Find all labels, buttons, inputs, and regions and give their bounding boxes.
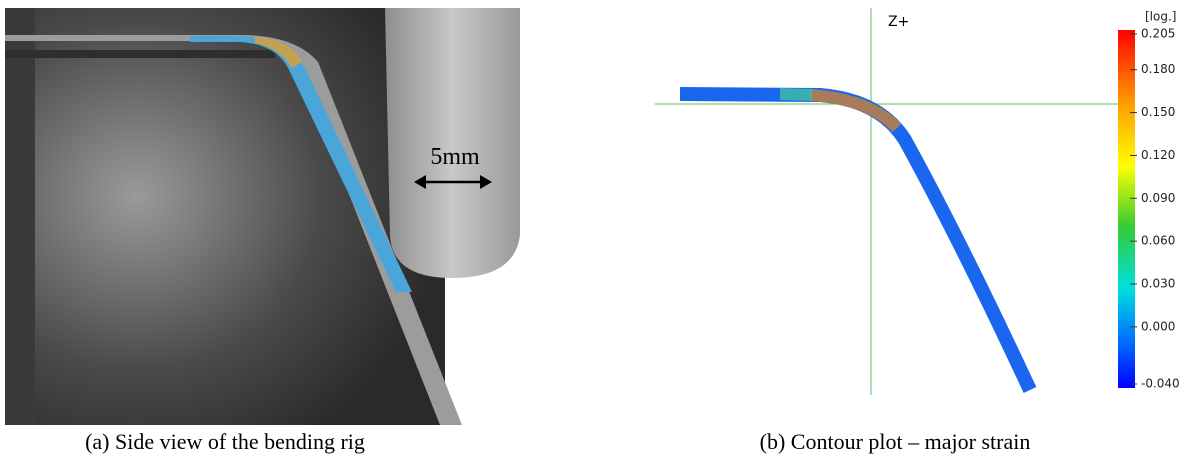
- colorbar-tick-label: 0.090: [1141, 191, 1175, 205]
- colorbar-tick-label: 0.120: [1141, 148, 1175, 162]
- colorbar-tick-label: 0.060: [1141, 234, 1175, 248]
- colorbar-tick-label: -0.040: [1141, 377, 1180, 391]
- axis-label: Z+: [888, 14, 909, 30]
- colorbar-tick-label: 0.000: [1141, 319, 1175, 333]
- scale-label: 5mm: [430, 144, 480, 170]
- caption: (b) Contour plot – major strain: [760, 429, 1031, 454]
- caption: (a) Side view of the bending rig: [85, 429, 365, 454]
- colorbar: [1118, 30, 1135, 388]
- colorbar-tick-label: 0.030: [1141, 277, 1175, 291]
- contour-plot: Z+: [655, 8, 1118, 395]
- colorbar-tick-label: 0.205: [1141, 27, 1175, 41]
- colorbar-tick-label: 0.150: [1141, 105, 1175, 119]
- figure: 5mm (a) Side view of the bending rig Z+ …: [0, 0, 1187, 458]
- photo: 5mm: [5, 8, 520, 425]
- colorbar-unit: [log.]: [1145, 10, 1176, 24]
- colorbar-tick-label: 0.180: [1141, 62, 1175, 76]
